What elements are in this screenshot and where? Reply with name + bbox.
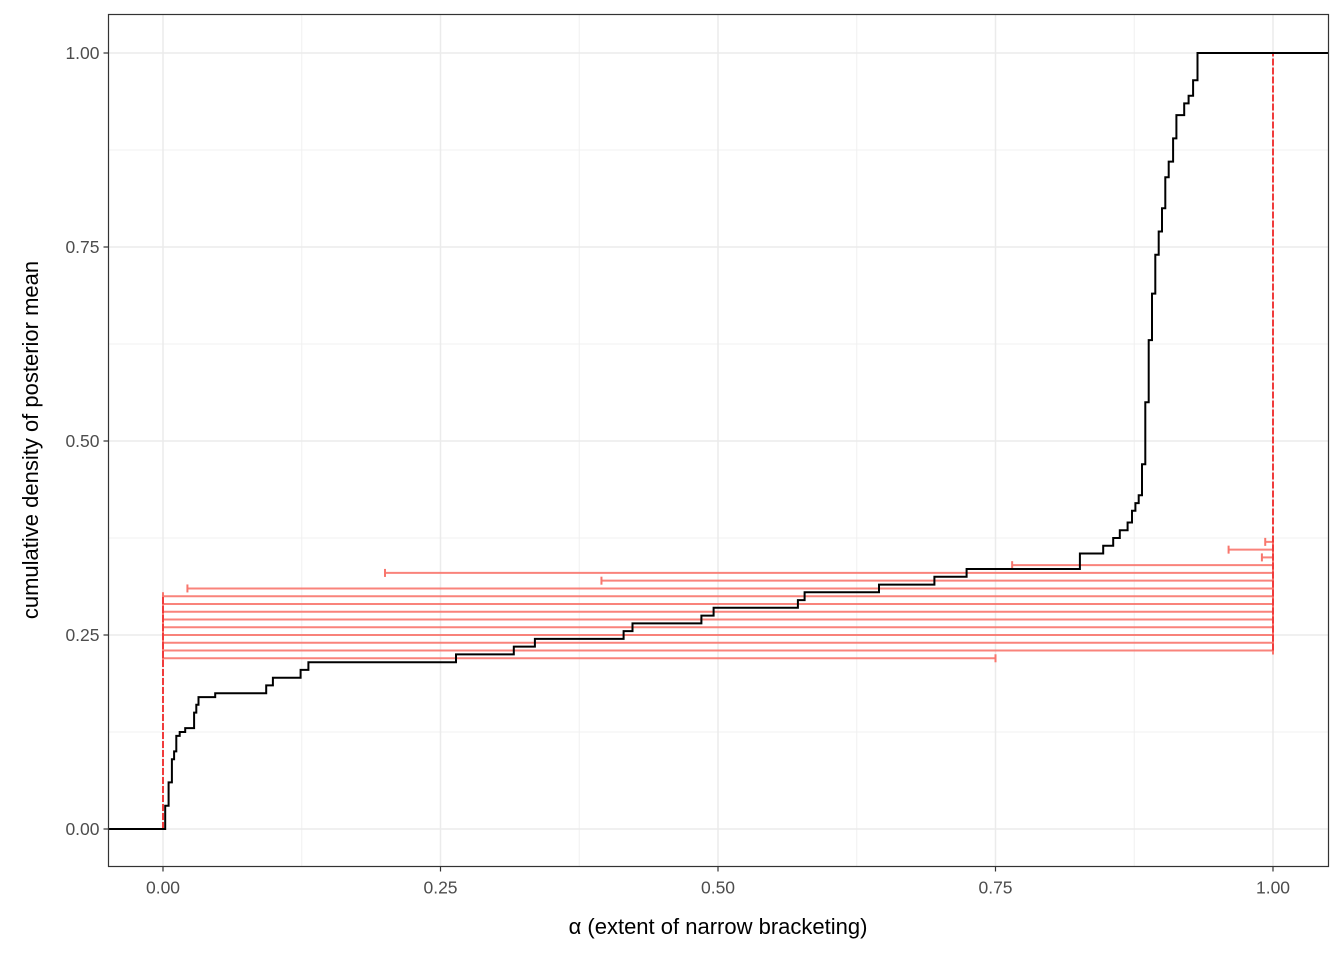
x-tick-label: 0.50	[701, 878, 735, 898]
ecdf-line	[108, 52, 1329, 830]
y-tick-label: 0.00	[65, 819, 99, 839]
y-tick-label: 0.50	[65, 431, 99, 451]
y-tick-label: 0.25	[65, 625, 99, 645]
vertical-dashed-lines	[162, 53, 1274, 829]
x-tick-label: 1.00	[1256, 878, 1290, 898]
y-axis-title: cumulative density of posterior mean	[18, 261, 43, 619]
x-tick-label: 0.75	[978, 878, 1012, 898]
y-tick-label: 0.75	[65, 237, 99, 257]
x-axis: 0.00 0.25 0.50 0.75 1.00	[146, 866, 1290, 898]
y-tick-label: 1.00	[65, 43, 99, 63]
x-tick-label: 0.25	[423, 878, 457, 898]
y-axis: 0.00 0.25 0.50 0.75 1.00	[65, 43, 109, 839]
x-axis-title: α (extent of narrow bracketing)	[569, 914, 868, 939]
x-tick-label: 0.00	[146, 878, 180, 898]
